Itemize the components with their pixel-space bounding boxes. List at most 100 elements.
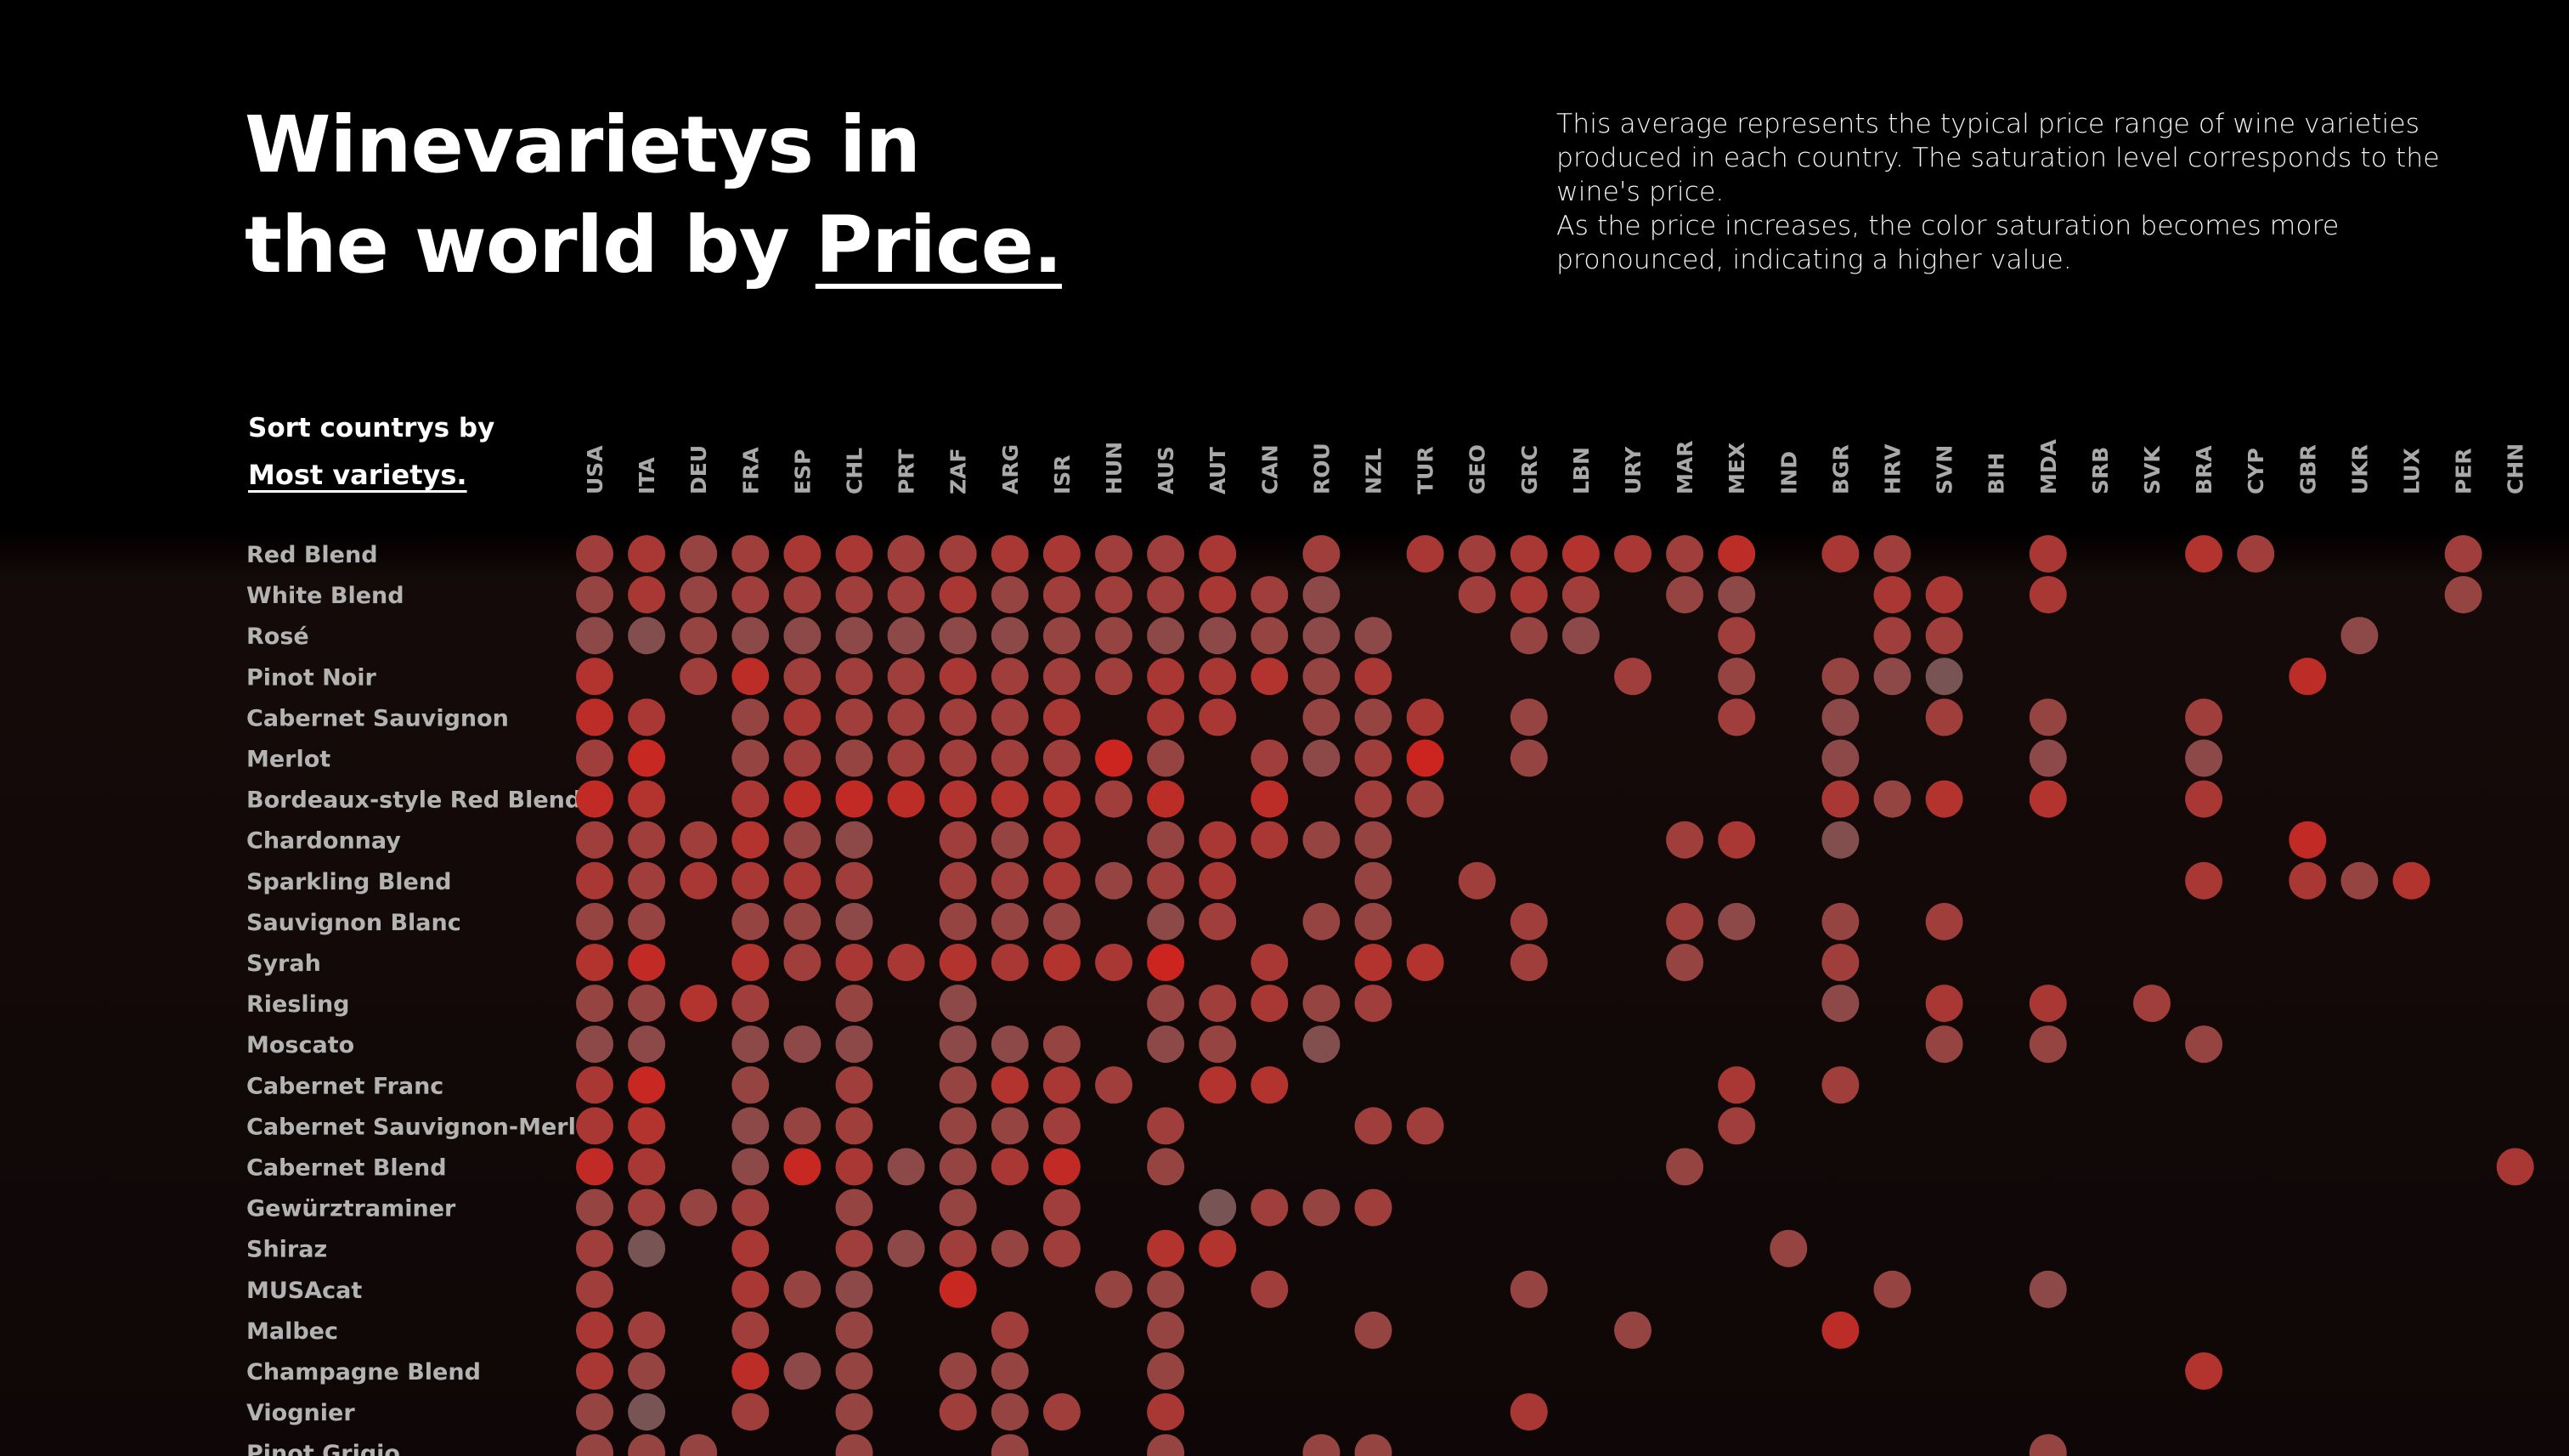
- country-label-zaf[interactable]: ZAF: [946, 448, 971, 494]
- price-dot[interactable]: [1354, 1188, 1392, 1227]
- price-dot[interactable]: [576, 1148, 613, 1186]
- price-dot[interactable]: [1561, 617, 1600, 655]
- price-dot[interactable]: [1147, 1107, 1185, 1145]
- price-dot[interactable]: [1042, 617, 1081, 655]
- price-dot[interactable]: [628, 1107, 666, 1145]
- price-dot[interactable]: [1925, 657, 1963, 696]
- price-dot[interactable]: [1147, 861, 1185, 900]
- price-dot[interactable]: [1095, 617, 1132, 655]
- price-dot[interactable]: [1821, 985, 1860, 1023]
- price-dot[interactable]: [628, 780, 666, 818]
- price-dot[interactable]: [835, 576, 873, 614]
- price-dot[interactable]: [835, 535, 873, 573]
- price-dot[interactable]: [1458, 576, 1496, 614]
- price-dot[interactable]: [628, 1352, 666, 1390]
- price-dot[interactable]: [1199, 985, 1237, 1023]
- country-label-cyp[interactable]: CYP: [2244, 448, 2268, 494]
- price-dot[interactable]: [1147, 1352, 1185, 1390]
- price-dot[interactable]: [1354, 698, 1392, 736]
- price-dot[interactable]: [2444, 576, 2482, 614]
- price-dot[interactable]: [1354, 657, 1392, 696]
- price-dot[interactable]: [835, 657, 873, 696]
- price-dot[interactable]: [783, 698, 822, 736]
- price-dot[interactable]: [939, 1066, 977, 1104]
- price-dot[interactable]: [783, 535, 822, 573]
- price-dot[interactable]: [1147, 617, 1185, 655]
- price-dot[interactable]: [731, 1107, 770, 1145]
- price-dot[interactable]: [2029, 1434, 2067, 1456]
- country-label-svk[interactable]: SVK: [2140, 445, 2165, 494]
- price-dot[interactable]: [1302, 617, 1341, 655]
- price-dot[interactable]: [991, 1311, 1029, 1349]
- price-dot[interactable]: [731, 1025, 770, 1064]
- price-dot[interactable]: [939, 1352, 977, 1390]
- price-dot[interactable]: [2133, 985, 2171, 1023]
- price-dot[interactable]: [1147, 821, 1185, 859]
- price-dot[interactable]: [835, 698, 873, 736]
- price-dot[interactable]: [1718, 617, 1756, 655]
- price-dot[interactable]: [939, 657, 977, 696]
- price-dot[interactable]: [1873, 535, 1911, 573]
- country-label-aus[interactable]: AUS: [1154, 446, 1178, 494]
- price-dot[interactable]: [835, 1229, 873, 1267]
- price-dot[interactable]: [1302, 576, 1341, 614]
- price-dot[interactable]: [1095, 657, 1132, 696]
- price-dot[interactable]: [835, 1107, 873, 1145]
- price-dot[interactable]: [2185, 1025, 2223, 1064]
- price-dot[interactable]: [991, 657, 1029, 696]
- price-dot[interactable]: [1147, 780, 1185, 818]
- country-label-prt[interactable]: PRT: [895, 449, 919, 494]
- price-dot[interactable]: [1042, 1107, 1081, 1145]
- price-dot[interactable]: [628, 576, 666, 614]
- price-dot[interactable]: [835, 1434, 873, 1456]
- price-dot[interactable]: [887, 1229, 925, 1267]
- price-dot[interactable]: [887, 739, 925, 777]
- price-dot[interactable]: [628, 1066, 666, 1104]
- price-dot[interactable]: [1561, 535, 1600, 573]
- price-dot[interactable]: [576, 1066, 613, 1104]
- price-dot[interactable]: [887, 657, 925, 696]
- price-dot[interactable]: [783, 902, 822, 940]
- price-dot[interactable]: [731, 1393, 770, 1431]
- price-dot[interactable]: [731, 780, 770, 818]
- price-dot[interactable]: [1925, 902, 1963, 940]
- price-dot[interactable]: [628, 698, 666, 736]
- price-dot[interactable]: [1666, 1148, 1704, 1186]
- country-label-bih[interactable]: BIH: [1985, 453, 2009, 494]
- price-dot[interactable]: [991, 944, 1029, 981]
- price-dot[interactable]: [1147, 576, 1185, 614]
- price-dot[interactable]: [1147, 902, 1185, 940]
- price-dot[interactable]: [731, 1311, 770, 1349]
- price-dot[interactable]: [1354, 821, 1392, 859]
- price-dot[interactable]: [887, 576, 925, 614]
- price-dot[interactable]: [887, 780, 925, 818]
- price-dot[interactable]: [1458, 861, 1496, 900]
- price-dot[interactable]: [576, 902, 613, 940]
- price-dot[interactable]: [1095, 1066, 1132, 1104]
- price-dot[interactable]: [835, 861, 873, 900]
- price-dot[interactable]: [2289, 861, 2327, 900]
- price-dot[interactable]: [939, 780, 977, 818]
- price-dot[interactable]: [576, 1393, 613, 1431]
- country-label-mex[interactable]: MEX: [1725, 443, 1749, 494]
- price-dot[interactable]: [1510, 617, 1548, 655]
- price-dot[interactable]: [731, 1148, 770, 1186]
- price-dot[interactable]: [576, 698, 613, 736]
- price-dot[interactable]: [1614, 657, 1652, 696]
- price-dot[interactable]: [939, 944, 977, 981]
- price-dot[interactable]: [628, 944, 666, 981]
- country-label-lux[interactable]: LUX: [2400, 448, 2425, 494]
- price-dot[interactable]: [1042, 821, 1081, 859]
- price-dot[interactable]: [1873, 617, 1911, 655]
- price-dot[interactable]: [1925, 985, 1963, 1023]
- price-dot[interactable]: [939, 617, 977, 655]
- price-dot[interactable]: [835, 1352, 873, 1390]
- price-dot[interactable]: [1821, 698, 1860, 736]
- price-dot[interactable]: [1925, 576, 1963, 614]
- price-dot[interactable]: [1147, 1311, 1185, 1349]
- price-dot[interactable]: [1614, 1311, 1652, 1349]
- price-dot[interactable]: [1406, 944, 1444, 981]
- price-dot[interactable]: [1354, 902, 1392, 940]
- price-dot[interactable]: [2185, 1352, 2223, 1390]
- price-dot[interactable]: [1147, 1270, 1185, 1308]
